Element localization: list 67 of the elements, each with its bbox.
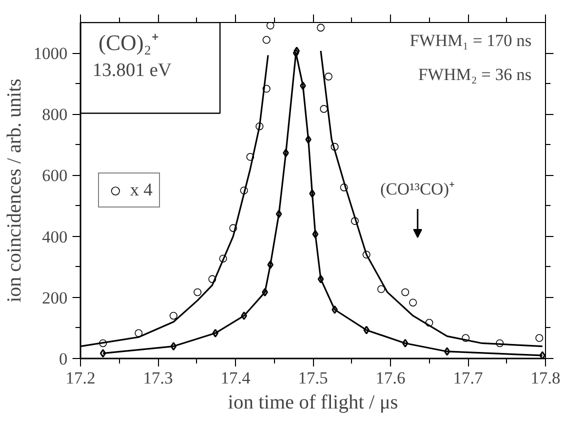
point bbox=[194, 288, 202, 296]
y-tick-label: 0 bbox=[59, 350, 68, 368]
point bbox=[208, 275, 216, 283]
point bbox=[402, 338, 408, 348]
annotation: (CO)₂⁺ bbox=[98, 30, 158, 55]
point bbox=[240, 186, 248, 194]
x-tick-label: 17.6 bbox=[376, 368, 406, 388]
annotation: FWHM₂ = 36 ns bbox=[418, 65, 532, 84]
point bbox=[539, 351, 546, 358]
point bbox=[444, 347, 450, 356]
y-tick-label: 800 bbox=[42, 105, 68, 124]
x-tick-label: 17.2 bbox=[66, 368, 96, 388]
point bbox=[262, 36, 270, 44]
point bbox=[100, 349, 106, 358]
point bbox=[292, 48, 300, 58]
point bbox=[363, 326, 370, 334]
legend-label: x 4 bbox=[130, 180, 152, 200]
point bbox=[332, 305, 338, 314]
point bbox=[246, 153, 254, 161]
annotation: (CO¹³CO)⁺ bbox=[380, 179, 455, 198]
x-tick-label: 17.3 bbox=[143, 368, 173, 388]
point bbox=[266, 22, 274, 30]
point bbox=[330, 142, 339, 151]
point bbox=[425, 318, 434, 327]
point bbox=[134, 329, 143, 338]
point bbox=[309, 189, 316, 198]
x-tick-label: 17.7 bbox=[453, 368, 484, 388]
x-axis-title: ion time of flight / μs bbox=[228, 392, 398, 414]
point bbox=[256, 122, 264, 130]
point bbox=[401, 288, 410, 296]
annotation: FWHM₁ = 170 ns bbox=[410, 31, 532, 50]
point bbox=[240, 311, 248, 320]
x-tick-label: 17.4 bbox=[220, 368, 251, 388]
y-tick-label: 200 bbox=[42, 288, 68, 308]
point bbox=[305, 135, 312, 144]
point bbox=[170, 342, 177, 351]
annotation: 13.801 eV bbox=[92, 60, 172, 81]
point bbox=[170, 312, 178, 320]
y-tick-label: 600 bbox=[42, 166, 68, 186]
point bbox=[340, 184, 348, 192]
y-axis-title: ion coincidences / arb. units bbox=[4, 78, 26, 302]
point bbox=[409, 298, 417, 306]
point bbox=[316, 24, 325, 32]
point bbox=[212, 328, 218, 338]
point bbox=[99, 339, 107, 348]
point bbox=[350, 217, 359, 225]
point bbox=[262, 84, 270, 93]
y-tick-label: 1000 bbox=[34, 44, 68, 64]
x-tick-label: 17.5 bbox=[298, 368, 328, 388]
point bbox=[462, 334, 470, 342]
point bbox=[262, 288, 268, 296]
point bbox=[312, 230, 318, 238]
point bbox=[362, 250, 370, 259]
point bbox=[318, 274, 324, 284]
point bbox=[219, 254, 227, 263]
point bbox=[324, 72, 332, 80]
point bbox=[496, 339, 504, 348]
point bbox=[320, 105, 328, 113]
point bbox=[282, 148, 289, 158]
point bbox=[535, 334, 544, 342]
point bbox=[229, 224, 238, 232]
x-tick-label: 17.8 bbox=[530, 368, 560, 388]
y-tick-label: 400 bbox=[42, 227, 68, 246]
point bbox=[300, 81, 306, 90]
point bbox=[377, 285, 386, 294]
point bbox=[267, 260, 274, 269]
point bbox=[276, 210, 282, 218]
